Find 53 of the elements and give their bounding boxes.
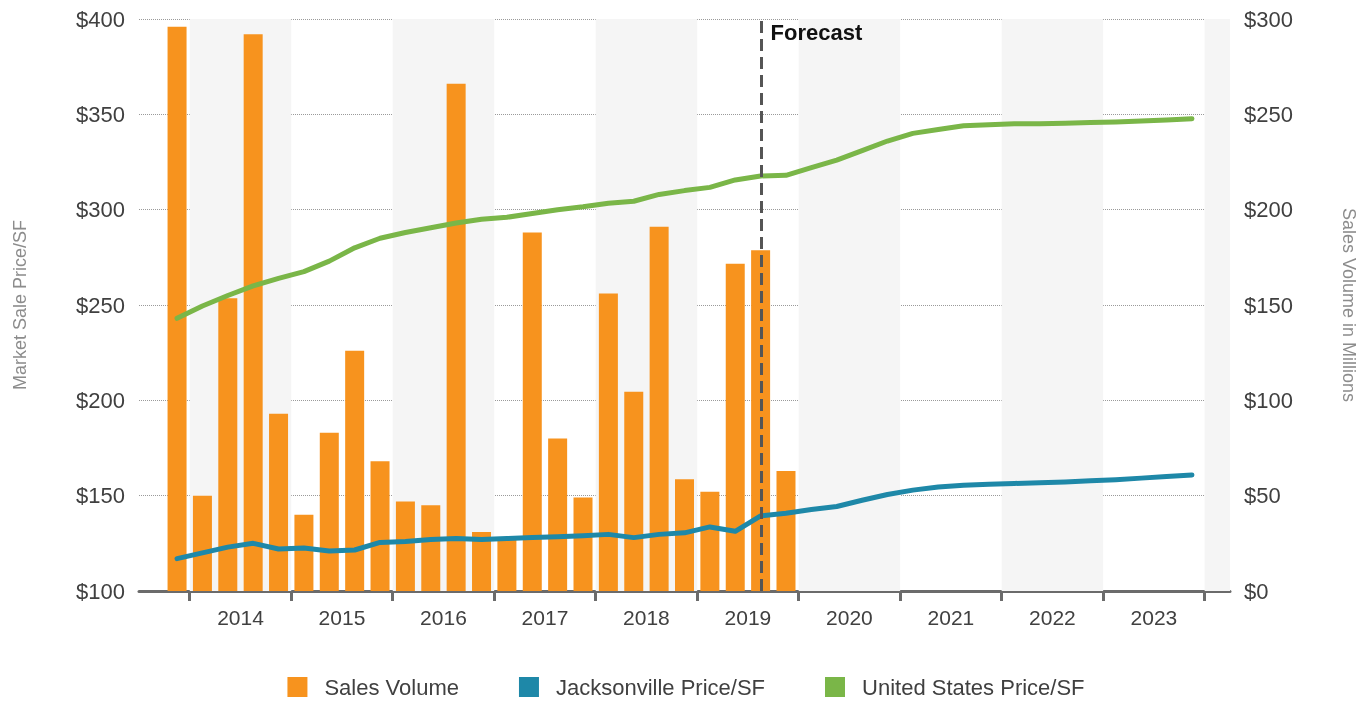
y2-tick-label: $200 [1244, 197, 1293, 223]
bar [395, 501, 415, 591]
y2-axis-title: Sales Volume in Millions [1339, 207, 1359, 403]
bar [167, 26, 187, 591]
x-tick-label: 2015 [318, 606, 366, 629]
y2-tick-label: $100 [1244, 387, 1293, 413]
y-tick-label: $100 [76, 578, 125, 604]
legend-label: Sales Volume [324, 674, 459, 700]
y-tick-label: $200 [76, 387, 125, 413]
legend-label: United States Price/SF [862, 674, 1085, 700]
bar [573, 497, 593, 591]
bar [700, 491, 720, 591]
x-tick-label: 2020 [826, 606, 873, 629]
bar [497, 539, 517, 591]
bar [675, 479, 694, 591]
y-axis-title: Market Sale Price/SF [10, 219, 30, 391]
x-tick-label: 2021 [927, 606, 975, 629]
bar [294, 514, 314, 591]
x-tick-label: 2017 [521, 606, 569, 629]
y2-tick-label: $250 [1244, 101, 1293, 127]
bar [319, 432, 339, 591]
y2-tick-label: $150 [1244, 292, 1293, 318]
y2-tick-label: $300 [1244, 6, 1293, 32]
y-tick-label: $150 [76, 483, 125, 509]
bar [243, 34, 263, 591]
x-tick-label: 2018 [623, 606, 670, 629]
x-tick-label: 2023 [1130, 606, 1178, 629]
bar [421, 505, 441, 591]
bar [522, 232, 542, 591]
y2-tick-label: $50 [1244, 483, 1281, 509]
y-tick-label: $350 [76, 101, 125, 127]
y-tick-label: $250 [76, 292, 125, 318]
ref-line-label: Forecast [770, 19, 863, 45]
y-tick-label: $300 [76, 197, 125, 223]
bar [446, 83, 466, 591]
bar [548, 438, 568, 591]
x-tick-label: 2016 [420, 606, 467, 629]
bar [725, 263, 745, 591]
bar [269, 413, 289, 591]
bar [345, 350, 365, 591]
bar [218, 298, 238, 591]
x-tick-label: 2014 [217, 606, 265, 629]
y-tick-label: $400 [76, 6, 125, 32]
bar [192, 495, 212, 591]
bar [649, 226, 669, 591]
bar [624, 391, 644, 591]
y2-tick-label: $0 [1244, 578, 1269, 604]
legend-label: Jacksonville Price/SF [555, 674, 766, 700]
bar [370, 461, 390, 591]
bar [598, 293, 618, 591]
x-tick-label: 2019 [724, 606, 772, 629]
bar [776, 470, 796, 591]
x-tick-label: 2022 [1029, 606, 1076, 629]
